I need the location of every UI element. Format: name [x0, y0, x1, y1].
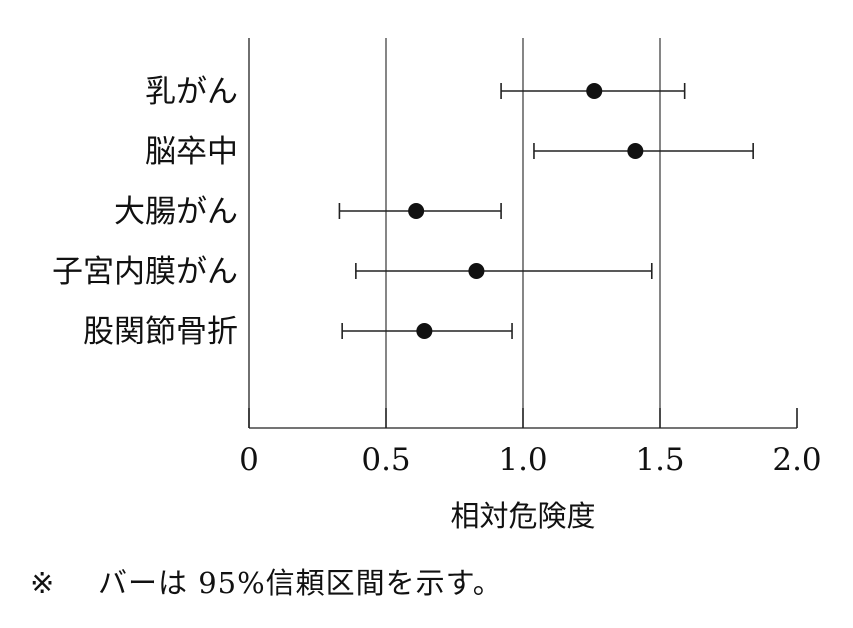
x-tick-label: 1.5	[635, 442, 684, 478]
footnote: ※ バーは 95%信頼区間を示す。	[30, 560, 503, 602]
category-label: 大腸がん	[114, 194, 238, 230]
point-estimate	[586, 83, 603, 99]
x-tick-label: 1.0	[498, 442, 547, 478]
footnote-mark: ※	[30, 566, 56, 600]
x-tick-label: 0	[239, 442, 259, 478]
x-axis-label: 相対危険度	[450, 499, 595, 533]
category-label: 乳がん	[145, 74, 238, 110]
x-tick-label: 2.0	[772, 442, 821, 478]
point-estimate	[468, 263, 485, 279]
point-estimate	[416, 323, 433, 339]
x-tick-label: 0.5	[361, 442, 410, 478]
footnote-text: バーは 95%信頼区間を示す。	[98, 566, 503, 600]
category-label: 股関節骨折	[83, 314, 238, 350]
category-label: 脳卒中	[145, 134, 238, 170]
point-estimate	[408, 203, 425, 219]
point-estimate	[627, 143, 644, 159]
category-label: 子宮内膜がん	[52, 254, 238, 290]
